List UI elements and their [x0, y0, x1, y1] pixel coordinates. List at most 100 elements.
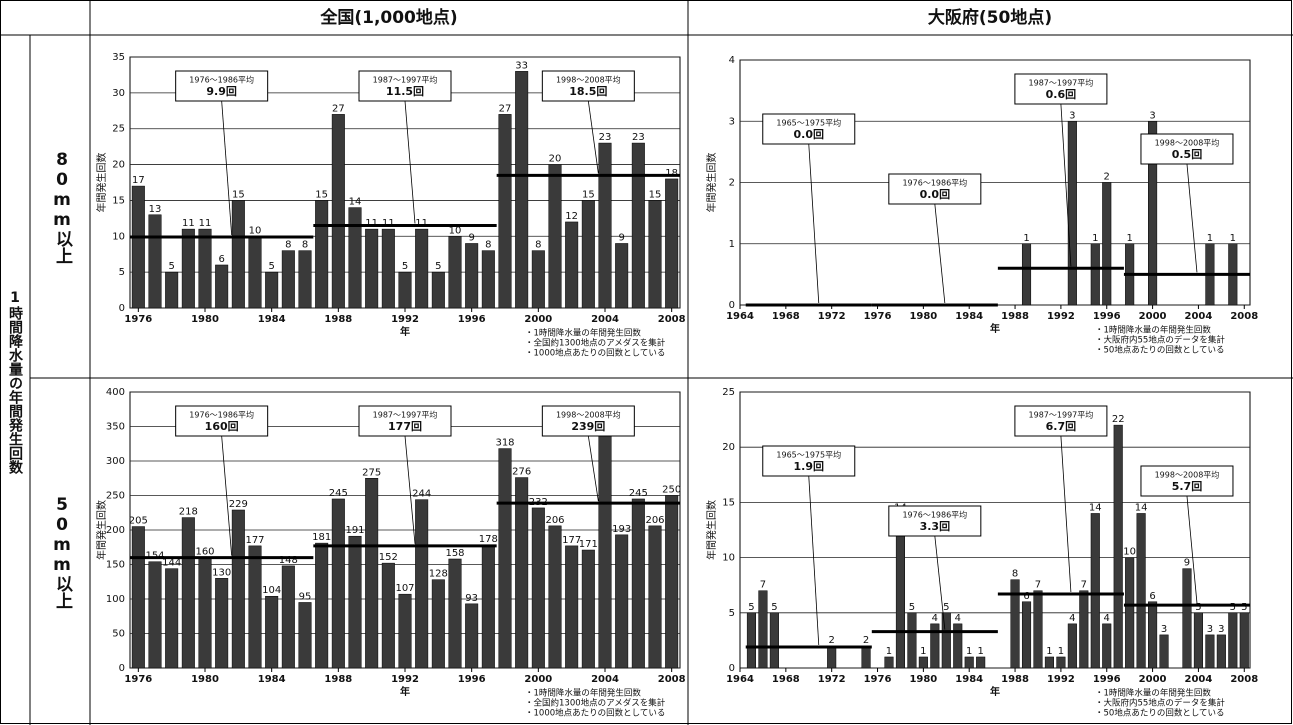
data-label: 10 [249, 225, 262, 236]
bar [1102, 182, 1112, 306]
data-label: 14 [1135, 502, 1148, 513]
bar [215, 578, 229, 669]
data-label: 158 [445, 548, 464, 559]
bar [1239, 612, 1249, 669]
bar [548, 164, 562, 309]
bar [1113, 424, 1123, 669]
data-label: 152 [379, 552, 398, 563]
chart: 0 1 2 3 4 1964 1968 1972 1976 1980 1984 1988 1992 199… [705, 55, 1258, 356]
bar [953, 623, 963, 669]
note: ・1時間降水量の年間発生回数 [525, 328, 641, 339]
data-label: 5 [748, 602, 754, 613]
bar [465, 243, 479, 309]
data-label: 2 [1104, 172, 1110, 183]
x-tick-label: 1988 [324, 674, 352, 685]
bar [531, 250, 545, 309]
y-axis-label: 年間発生回数 [95, 500, 108, 560]
data-label: 160 [195, 547, 214, 558]
bar [315, 200, 329, 309]
data-label: 22 [1112, 414, 1125, 425]
data-label: 8 [1012, 569, 1018, 580]
note: ・1時間降水量の年間発生回数 [1095, 325, 1211, 336]
data-label: 5 [771, 602, 777, 613]
annotation-label: 1976～1986平均 [902, 178, 967, 188]
column-header: 大阪府(50地点) [928, 7, 1052, 28]
x-tick-label: 2008 [658, 674, 686, 685]
annotation-arrow [404, 100, 416, 224]
bar [907, 612, 917, 669]
x-tick-label: 1988 [1001, 674, 1029, 685]
bar [665, 178, 679, 309]
bar [331, 498, 345, 669]
plot-frame [739, 391, 1251, 669]
bar [415, 499, 429, 669]
bar [1021, 601, 1032, 669]
bar [615, 534, 629, 669]
bar [348, 535, 362, 669]
bar [598, 423, 612, 669]
x-tick-label: 1996 [458, 314, 486, 325]
bar [648, 200, 662, 309]
data-label: 245 [329, 488, 348, 499]
data-label: 275 [362, 467, 381, 478]
bar [148, 214, 162, 309]
data-label: 178 [479, 534, 498, 545]
y-tick-label: 10 [722, 553, 735, 564]
bar [631, 498, 645, 669]
data-label: 3 [1161, 624, 1167, 635]
bar [565, 221, 579, 309]
bar [281, 250, 295, 309]
data-label: 12 [565, 211, 578, 222]
y-tick-label: 10 [112, 231, 125, 242]
data-label: 245 [629, 488, 648, 499]
annotation-label: 1965～1975平均 [776, 450, 841, 460]
data-label: 8 [302, 240, 308, 251]
annotation-arrow [1060, 435, 1072, 593]
bar [1182, 568, 1192, 669]
data-label: 95 [299, 591, 312, 602]
x-tick-label: 2008 [658, 314, 686, 325]
data-label: 13 [149, 204, 162, 215]
data-label: 206 [645, 515, 664, 526]
annotation-box [888, 173, 982, 205]
bar [398, 271, 412, 309]
data-label: 11 [365, 218, 378, 229]
bar [231, 509, 245, 669]
annotation-box [1014, 405, 1108, 437]
bar [1102, 623, 1112, 669]
annotation-label: 1998～2008平均 [1155, 470, 1220, 480]
data-label: 15 [315, 189, 328, 200]
annotation-arrow [1186, 163, 1198, 273]
x-tick-label: 1984 [258, 314, 286, 325]
annotation-box [358, 405, 452, 437]
x-tick-label: 1976 [864, 311, 892, 322]
data-label: 27 [332, 103, 345, 114]
data-label: 5 [268, 261, 274, 272]
data-label: 3 [1207, 624, 1213, 635]
y-axis-label: 年間発生回数 [95, 153, 108, 213]
annotation-value: 3.3回 [920, 519, 951, 533]
bar [231, 200, 245, 309]
data-label: 130 [212, 567, 231, 578]
x-tick-label: 1972 [818, 311, 846, 322]
data-label: 181 [312, 532, 331, 543]
annotation-label: 1976～1986平均 [189, 410, 254, 420]
bar [746, 612, 757, 669]
annotation-box [1140, 465, 1234, 497]
bar [895, 513, 905, 669]
y-tick-label: 25 [112, 124, 125, 135]
bar [861, 645, 871, 669]
note: ・1000地点あたりの回数としている [525, 348, 665, 359]
annotation-value: 9.9回 [206, 84, 237, 98]
data-label: 148 [279, 555, 298, 566]
data-label: 6 [1149, 591, 1155, 602]
bar [265, 271, 279, 309]
x-tick-label: 1992 [1047, 674, 1075, 685]
annotation-label: 1998～2008平均 [556, 410, 621, 420]
data-label: 1 [966, 646, 972, 657]
data-label: 1 [1046, 646, 1052, 657]
bar [331, 114, 345, 309]
note: ・1000地点あたりの回数としている [525, 708, 665, 719]
x-tick-label: 1964 [726, 674, 754, 685]
